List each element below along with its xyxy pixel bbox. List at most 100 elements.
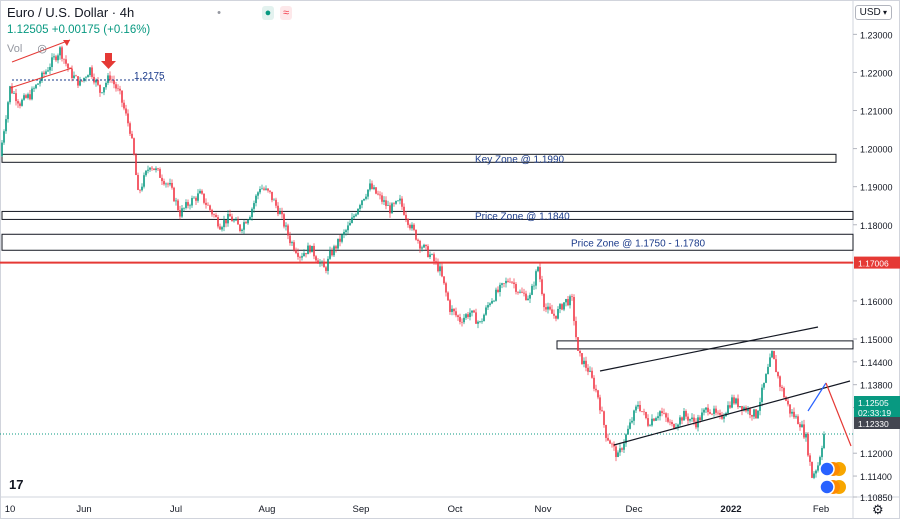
candle-body — [447, 292, 449, 301]
candle-body — [189, 205, 191, 207]
candle-body — [27, 94, 29, 98]
candle-body — [11, 86, 13, 94]
time-tick-label: 2022 — [720, 504, 741, 515]
candle-body — [233, 220, 235, 222]
candle-body — [385, 200, 387, 206]
candle-body — [711, 413, 713, 415]
candle-body — [125, 108, 127, 114]
candle-body — [21, 99, 23, 106]
currency-selector[interactable]: USD — [854, 5, 892, 20]
candle-body — [759, 402, 761, 411]
candle-body — [823, 434, 825, 448]
candle-body — [87, 75, 89, 78]
eye-off-icon[interactable]: ◎ — [37, 43, 47, 55]
candle-body — [803, 424, 805, 438]
candle-body — [349, 222, 351, 226]
time-tick-label: Dec — [626, 504, 643, 515]
candle-body — [737, 398, 739, 408]
candle-body — [817, 465, 819, 471]
candle-body — [215, 214, 217, 218]
candle-body — [83, 77, 85, 81]
candle-body — [723, 416, 725, 419]
price-tick-label: 1.14400 — [860, 358, 893, 368]
candle-body — [509, 281, 511, 283]
price-tag — [854, 417, 900, 429]
candle-body — [387, 205, 389, 206]
candle-body — [147, 169, 149, 171]
candle-body — [259, 189, 261, 193]
candle-body — [451, 308, 453, 312]
candle-body — [415, 229, 417, 240]
candle-body — [429, 254, 431, 258]
wave-icon[interactable]: ≈ — [280, 6, 292, 20]
candle-body — [203, 193, 205, 203]
candle-body — [89, 67, 91, 76]
candle-body — [747, 408, 749, 412]
candle-body — [537, 267, 539, 272]
candle-body — [615, 446, 617, 457]
candle-body — [113, 80, 115, 85]
candle-body — [315, 256, 317, 261]
price-tick-label: 1.10850 — [860, 493, 893, 503]
candle-body — [227, 213, 229, 224]
key-zone — [1, 153, 837, 163]
time-tick-label: 10 — [5, 504, 16, 515]
candle-body — [43, 72, 45, 75]
candle-body — [583, 360, 585, 365]
candle-body — [645, 412, 647, 419]
candle-body — [303, 253, 305, 257]
price-tag-label: 02:33:19 — [858, 408, 891, 418]
candle-body — [247, 219, 249, 224]
candle-body — [437, 261, 439, 272]
candle-body — [721, 414, 723, 419]
candle-body — [601, 410, 603, 412]
candle-body — [659, 411, 661, 417]
candle-body — [729, 405, 731, 408]
candle-body — [201, 190, 203, 194]
candle-body — [779, 376, 781, 387]
candle-body — [3, 131, 5, 143]
candle-body — [213, 214, 215, 215]
candle-body — [365, 196, 367, 199]
key-zone-label: Key Zone @ 1.1990 — [475, 154, 565, 165]
candle-body — [609, 440, 611, 444]
candle-body — [453, 308, 455, 312]
candle-body — [9, 86, 11, 103]
interval-label: 4h — [119, 5, 135, 20]
candle-body — [341, 234, 343, 242]
candle-body — [501, 283, 503, 285]
candle-body — [427, 246, 429, 258]
candle-body — [193, 197, 195, 199]
candle-body — [483, 314, 485, 322]
candle-body — [487, 305, 489, 308]
candle-body — [449, 300, 451, 312]
price-change: +0.00175 — [51, 24, 101, 36]
candle-body — [235, 219, 237, 221]
candle-body — [137, 174, 139, 190]
candle-body — [585, 360, 587, 368]
price-tag — [854, 256, 900, 269]
candle-body — [369, 183, 371, 190]
candle-body — [157, 168, 159, 170]
candle-body — [269, 190, 271, 192]
candle-body — [379, 194, 381, 196]
candle-body — [293, 242, 295, 250]
dot-icon[interactable]: ● — [262, 6, 274, 20]
candle-body — [543, 293, 545, 308]
candle-body — [135, 154, 137, 175]
price-tick-label: 1.13800 — [860, 381, 893, 391]
trend-line-red — [11, 39, 71, 63]
projection-line-blue — [807, 382, 827, 412]
candle-body — [275, 199, 277, 206]
candle-body — [775, 359, 777, 373]
price-tick-label: 1.16000 — [860, 297, 893, 307]
upper-zone — [556, 340, 854, 350]
candle-body — [685, 411, 687, 417]
candle-body — [45, 71, 47, 75]
candle-body — [627, 428, 629, 435]
candle-body — [595, 388, 597, 391]
candle-body — [97, 80, 99, 85]
candle-body — [347, 225, 349, 231]
candle-body — [121, 90, 123, 103]
